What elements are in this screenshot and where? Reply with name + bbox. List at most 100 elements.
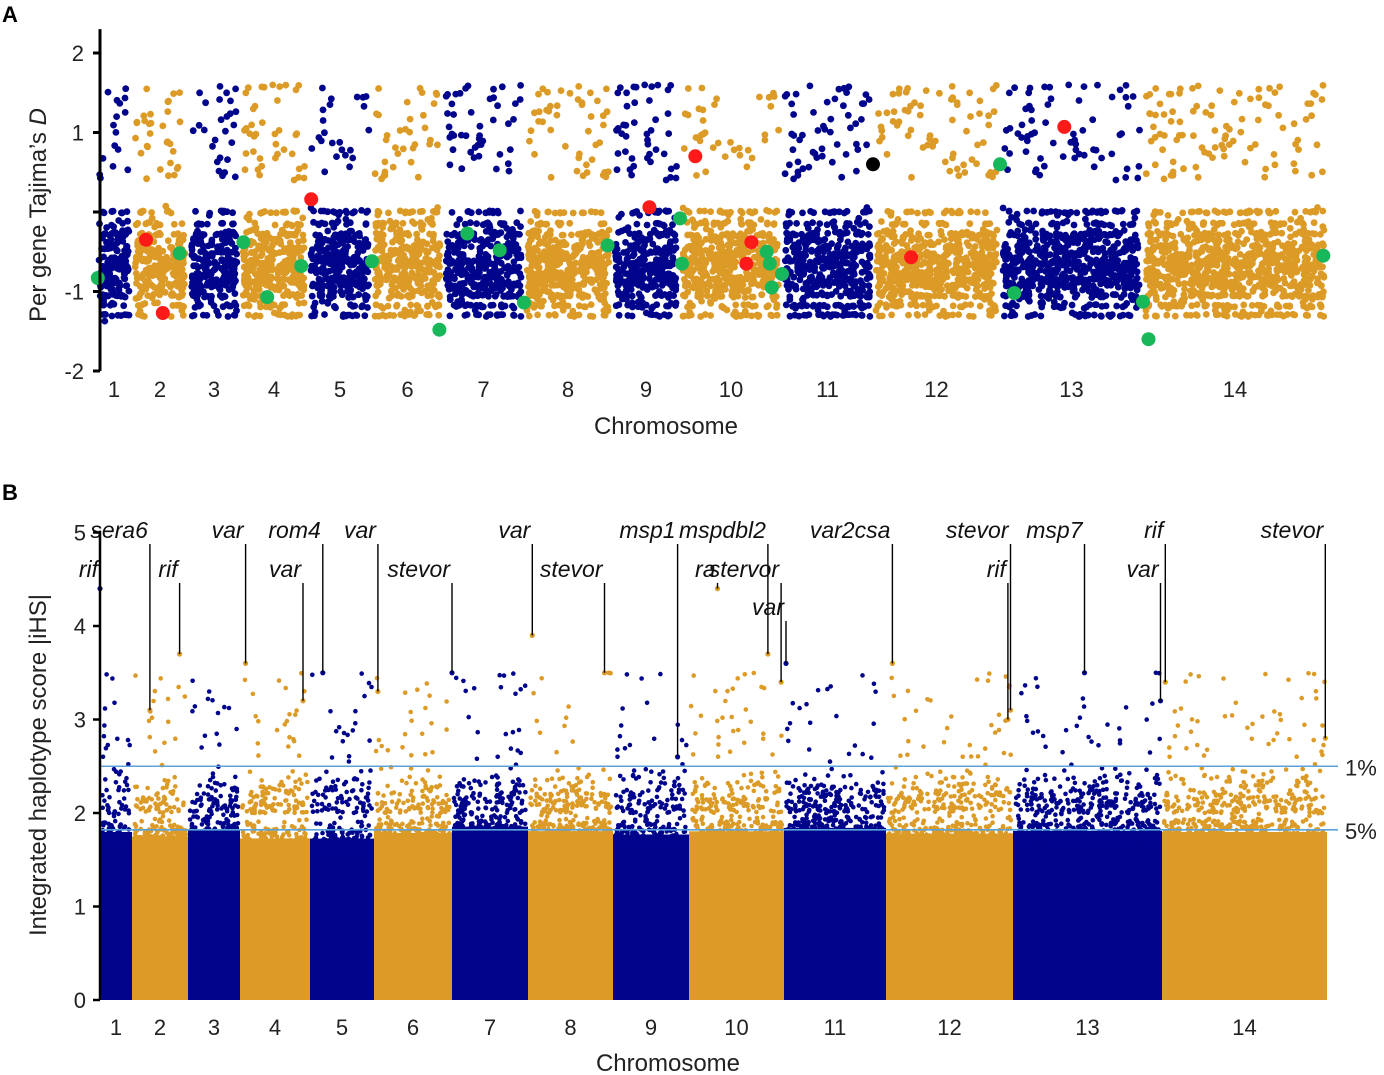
panel-a-point bbox=[195, 282, 203, 289]
panel-a-point bbox=[911, 99, 918, 107]
panel-a-point bbox=[572, 259, 580, 267]
panel-a-point bbox=[962, 293, 970, 300]
panel-a-point bbox=[713, 291, 721, 299]
panel-a-point bbox=[392, 285, 399, 292]
panel-a-point bbox=[154, 271, 162, 279]
panel-a-point bbox=[602, 173, 610, 181]
panel-a-point bbox=[667, 82, 675, 89]
panel-a-point bbox=[390, 264, 398, 272]
panel-a-point bbox=[241, 166, 249, 174]
panel-a-point bbox=[794, 171, 802, 179]
panel-a-point bbox=[333, 153, 340, 161]
panel-a-point bbox=[601, 290, 609, 297]
panel-a-point bbox=[381, 171, 389, 179]
panel-a-point bbox=[923, 272, 931, 280]
panel-a-point bbox=[351, 238, 358, 246]
panel-a-point bbox=[980, 240, 987, 247]
panel-a-point bbox=[397, 278, 405, 286]
panel-a-point bbox=[159, 122, 167, 130]
panel-a-point bbox=[566, 219, 574, 227]
panel-a-point bbox=[575, 83, 583, 90]
panel-a-point bbox=[818, 273, 826, 281]
panel-a-point bbox=[219, 172, 226, 180]
panel-a-point bbox=[1065, 81, 1073, 89]
panel-a-point bbox=[598, 268, 605, 276]
panel-a-point bbox=[517, 207, 524, 215]
panel-a-point bbox=[286, 239, 294, 247]
panel-a-point bbox=[348, 271, 356, 279]
panel-a-point bbox=[474, 292, 481, 300]
panel-a-point bbox=[917, 102, 924, 110]
panel-a-point bbox=[392, 144, 399, 152]
panel-a-point bbox=[134, 302, 142, 309]
panel-a-point bbox=[371, 170, 379, 178]
panel-a-point bbox=[489, 301, 497, 309]
panel-a-point bbox=[687, 272, 694, 280]
panel-a-point bbox=[213, 158, 221, 166]
panel-a-point bbox=[701, 207, 708, 215]
panel-a-point bbox=[371, 276, 379, 283]
panel-a-point bbox=[583, 268, 590, 276]
panel-a-point bbox=[890, 255, 898, 262]
panel-a-point bbox=[671, 231, 679, 239]
panel-a-point bbox=[252, 130, 260, 138]
panel-a-point bbox=[242, 89, 250, 97]
panel-a-point bbox=[566, 260, 574, 268]
panel-a-point bbox=[525, 251, 533, 258]
panel-a-point bbox=[799, 209, 806, 217]
panel-a-point bbox=[828, 291, 835, 298]
panel-a-point bbox=[259, 241, 267, 249]
panel-a-point bbox=[807, 231, 814, 238]
panel-a-point bbox=[446, 312, 454, 320]
panel-a-point bbox=[204, 279, 212, 287]
panel-a-point bbox=[645, 266, 652, 273]
panel-a-point bbox=[189, 127, 197, 135]
panel-a-point bbox=[108, 312, 116, 320]
panel-a-point bbox=[107, 261, 115, 268]
panel-a-point bbox=[443, 230, 451, 238]
panel-a-point bbox=[315, 134, 323, 141]
panel-a-point bbox=[223, 246, 231, 254]
panel-a-point bbox=[167, 159, 174, 167]
panel-a-point bbox=[349, 293, 357, 301]
panel-a-point bbox=[764, 219, 771, 227]
panel-a-point bbox=[967, 301, 974, 308]
panel-a-point bbox=[955, 172, 963, 180]
panel-a-point bbox=[698, 252, 706, 260]
panel-a-point bbox=[947, 96, 955, 103]
panel-a-point bbox=[1135, 163, 1143, 170]
panel-a-point bbox=[276, 83, 284, 90]
panel-a-point bbox=[959, 273, 967, 281]
panel-a-point bbox=[398, 271, 406, 278]
panel-a-point bbox=[327, 95, 335, 103]
panel-a-point bbox=[885, 281, 892, 288]
panel-a-point bbox=[506, 268, 513, 276]
panel-a-point bbox=[113, 113, 120, 120]
panel-a-point bbox=[155, 244, 163, 252]
panel-a-point bbox=[816, 220, 824, 228]
panel-a-point bbox=[876, 312, 883, 320]
panel-a-point bbox=[352, 311, 360, 319]
panel-a-point bbox=[512, 100, 519, 107]
panel-a-point bbox=[596, 139, 604, 147]
panel-a-point bbox=[526, 137, 533, 145]
panel-a-point bbox=[713, 95, 720, 103]
panel-a-point bbox=[257, 252, 265, 260]
panel-a-point bbox=[492, 291, 500, 299]
panel-a-point bbox=[400, 254, 408, 262]
panel-a-point bbox=[623, 89, 630, 97]
panel-a-point bbox=[505, 251, 513, 259]
panel-a-point bbox=[587, 208, 595, 216]
panel-a-point bbox=[279, 260, 286, 268]
panel-a-point bbox=[361, 312, 369, 320]
panel-a-point bbox=[672, 285, 680, 292]
panel-a-point bbox=[448, 209, 456, 216]
panel-a-point bbox=[330, 283, 338, 291]
panel-a-point bbox=[282, 221, 290, 229]
panel-a-point bbox=[144, 143, 152, 151]
panel-a-point bbox=[517, 313, 525, 320]
panel-a-point bbox=[793, 220, 800, 227]
panel-a-point bbox=[100, 253, 107, 261]
panel-a-point bbox=[1111, 207, 1119, 215]
panel-a-point bbox=[510, 116, 517, 123]
